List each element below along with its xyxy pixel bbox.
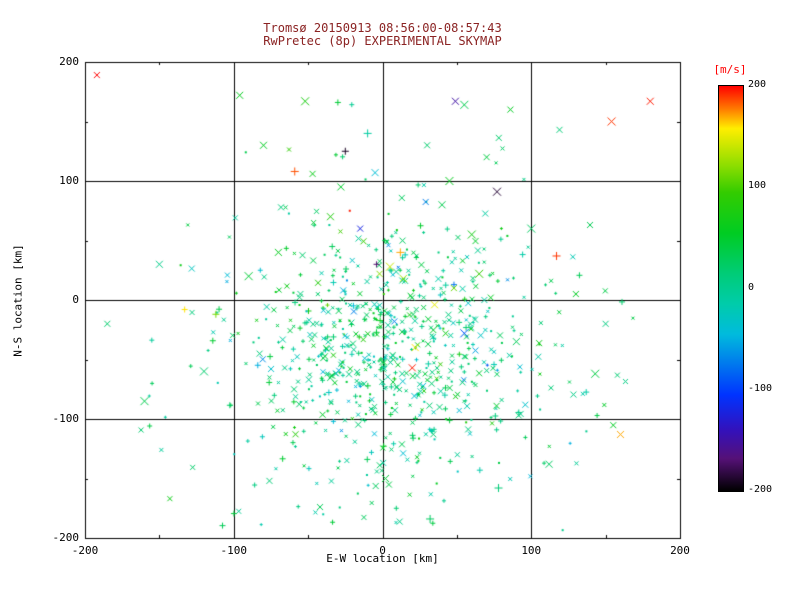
x-tick-label: -100 — [220, 544, 248, 557]
colorbar-gradient — [718, 85, 744, 492]
colorbar-tick-label: -100 — [748, 382, 773, 394]
y-tick-label: 200 — [59, 55, 79, 68]
y-axis-label: N-S location [km] — [11, 244, 25, 357]
y-tick-label: -200 — [52, 531, 80, 544]
y-tick-label: 100 — [59, 174, 79, 187]
colorbar-units-label: [m/s] — [713, 63, 747, 76]
colorbar-tick-label: 0 — [748, 281, 755, 293]
x-tick-label: 0 — [379, 544, 386, 557]
x-axis-label: E-W location [km] — [326, 552, 439, 565]
plot-subtitle: RwPretec (8p) EXPERIMENTAL SKYMAP — [263, 34, 502, 48]
plot-title: Tromsø 20150913 08:56:00-08:57:43 — [263, 21, 502, 35]
x-tick-label: 200 — [670, 544, 690, 557]
colorbar-tick-label: 100 — [748, 180, 767, 192]
colorbar-tick-label: -200 — [748, 484, 773, 495]
x-tick-label: -200 — [71, 544, 99, 557]
y-tick-label: -100 — [52, 412, 80, 425]
y-tick-label: 0 — [72, 293, 79, 306]
x-tick-label: 100 — [521, 544, 542, 557]
colorbar-tick-label: 200 — [748, 79, 767, 90]
